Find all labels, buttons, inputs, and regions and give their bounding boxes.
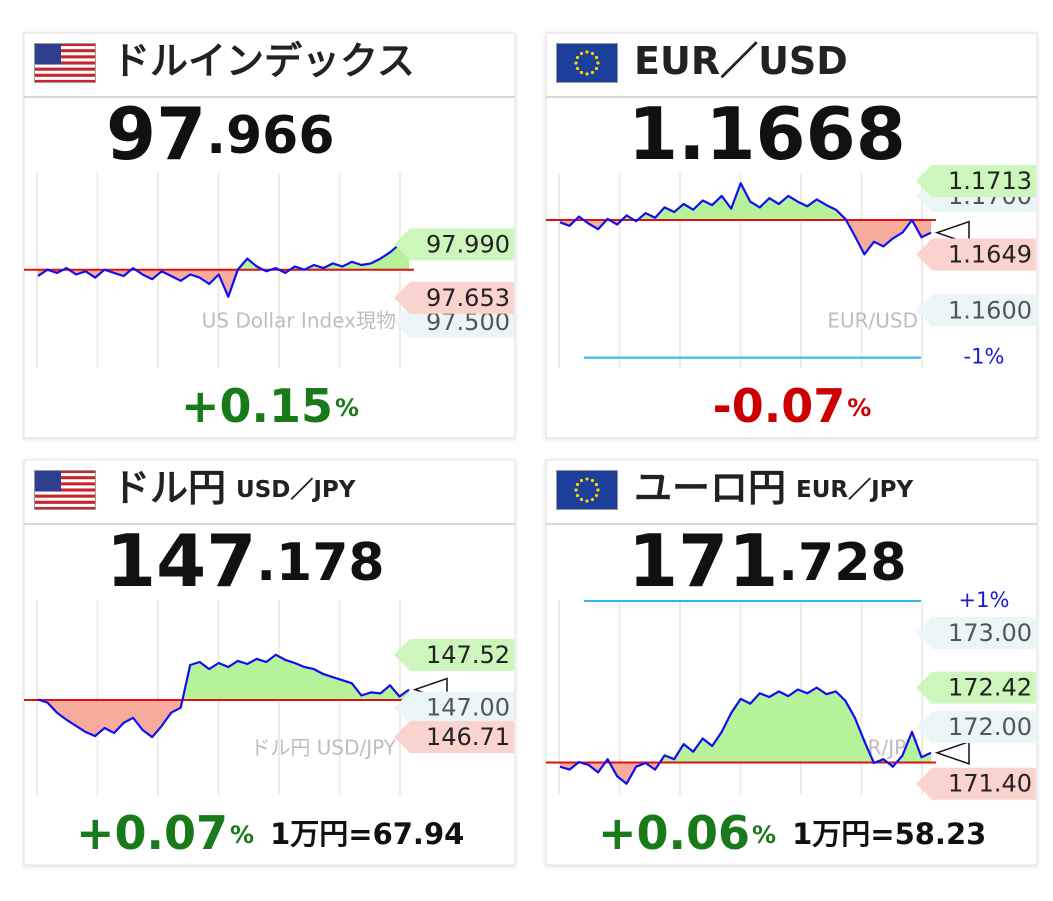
flag-icon bbox=[34, 43, 96, 83]
watermark: EUR/USD bbox=[827, 309, 918, 333]
area-up bbox=[560, 183, 931, 221]
price-part: .728 bbox=[778, 533, 906, 593]
low-label: 97.653 bbox=[426, 284, 510, 312]
percent-label: -1% bbox=[964, 345, 1005, 369]
change: +0.15% bbox=[181, 379, 359, 433]
title-text: ドルインデックス bbox=[112, 39, 415, 83]
high-label: 147.52 bbox=[426, 641, 510, 669]
y-tick-label: 173.00 bbox=[948, 619, 1032, 647]
price-part: 97 bbox=[106, 92, 206, 176]
y-tick-label: 1.1600 bbox=[948, 297, 1032, 325]
current-marker bbox=[934, 740, 970, 765]
title-subtitle: EUR／JPY bbox=[796, 476, 914, 503]
price-line bbox=[559, 182, 932, 256]
high-label: 172.42 bbox=[948, 674, 1032, 702]
panel: EUR／USD1.1668EUR/USD-1%1.17001.16001.164… bbox=[545, 32, 1038, 439]
change: -0.07% bbox=[713, 379, 872, 433]
price-part: 147 bbox=[106, 519, 256, 603]
change-unit: % bbox=[335, 394, 359, 422]
price-part: .966 bbox=[206, 106, 334, 166]
panel-title: ユーロ円 EUR／JPY bbox=[634, 466, 914, 510]
y-tick-label: 147.00 bbox=[426, 694, 510, 722]
conversion-note: 1万円=58.23 bbox=[792, 817, 986, 851]
change: +0.07% 1万円=67.94 bbox=[76, 806, 464, 860]
change-unit: % bbox=[230, 821, 254, 849]
low-label: 146.71 bbox=[426, 723, 510, 751]
high-tag bbox=[916, 165, 1036, 198]
panel-title: ドル円 USD／JPY bbox=[112, 466, 356, 510]
change-value: +0.15 bbox=[181, 379, 333, 433]
y-tick-label: 172.00 bbox=[948, 713, 1032, 741]
title-text: EUR／USD bbox=[634, 39, 848, 83]
high-tag bbox=[916, 671, 1036, 704]
change-unit: % bbox=[847, 394, 871, 422]
title-subtitle: USD／JPY bbox=[236, 476, 356, 503]
area-up bbox=[38, 654, 409, 701]
change: +0.06% 1万円=58.23 bbox=[598, 806, 986, 860]
area-up bbox=[38, 244, 409, 270]
current-marker bbox=[934, 220, 970, 245]
conversion-note: 1万円=67.94 bbox=[270, 817, 464, 851]
y-tick-tag bbox=[916, 294, 1036, 327]
flag-icon bbox=[556, 470, 618, 510]
price-line bbox=[37, 653, 410, 739]
change-unit: % bbox=[752, 821, 776, 849]
high-tag bbox=[394, 638, 514, 671]
panel: ドル円 USD／JPY 147.178 ドル円 USD/JPY 147.00146.71… bbox=[23, 459, 516, 866]
area-down bbox=[560, 220, 931, 255]
price-part: .178 bbox=[256, 533, 384, 593]
price-line bbox=[559, 686, 932, 785]
low-label: 171.40 bbox=[948, 770, 1032, 798]
area-up bbox=[560, 687, 931, 763]
low-label: 1.1649 bbox=[948, 240, 1032, 268]
y-tick-tag bbox=[916, 616, 1036, 649]
low-tag bbox=[916, 767, 1036, 800]
watermark: US Dollar Index現物 bbox=[202, 309, 396, 333]
high-label: 97.990 bbox=[426, 230, 510, 258]
area-down bbox=[38, 700, 409, 738]
price: 97.966 bbox=[106, 92, 335, 176]
low-tag bbox=[916, 238, 1036, 271]
high-label: 1.1713 bbox=[948, 167, 1032, 195]
price: 171.728 bbox=[628, 519, 907, 603]
panel-title: ドルインデックス bbox=[112, 39, 415, 83]
low-tag bbox=[394, 721, 514, 754]
change-value: +0.07 bbox=[76, 806, 228, 860]
y-tick-tag bbox=[916, 711, 1036, 744]
high-tag bbox=[394, 228, 514, 261]
low-tag bbox=[394, 281, 514, 314]
price-line bbox=[37, 243, 410, 298]
title-text: ドル円 bbox=[112, 466, 226, 510]
price-part: 1.1668 bbox=[628, 92, 906, 176]
price: 147.178 bbox=[106, 519, 385, 603]
title-text: ユーロ円 bbox=[634, 466, 786, 510]
price-part: 171 bbox=[628, 519, 778, 603]
percent-label: +1% bbox=[959, 588, 1010, 612]
y-tick-tag bbox=[394, 691, 514, 724]
flag-icon bbox=[556, 43, 618, 83]
y-tick-tag bbox=[394, 306, 514, 339]
watermark: ドル円 USD/JPY bbox=[250, 736, 396, 760]
change-value: -0.07 bbox=[713, 379, 846, 433]
change-value: +0.06 bbox=[598, 806, 750, 860]
price: 1.1668 bbox=[628, 92, 906, 176]
panel-title: EUR／USD bbox=[634, 39, 848, 83]
flag-icon bbox=[34, 470, 96, 510]
